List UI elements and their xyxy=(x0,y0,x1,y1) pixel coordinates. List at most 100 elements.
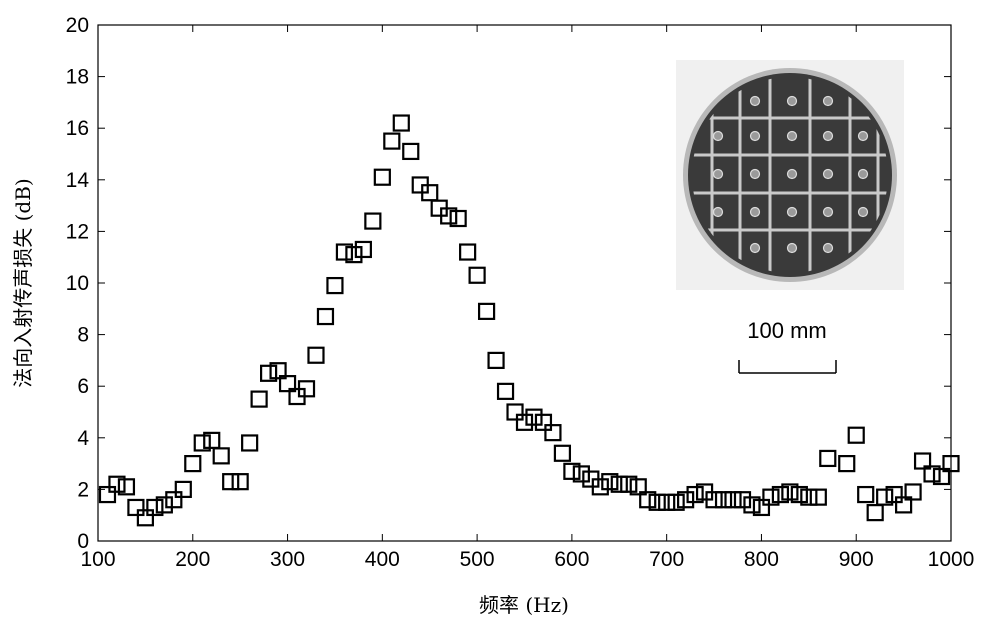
data-point xyxy=(364,212,382,230)
data-point xyxy=(98,485,117,504)
y-tick-label: 4 xyxy=(77,427,89,450)
data-point xyxy=(326,276,344,295)
data-point xyxy=(373,168,391,186)
x-tick-label: 600 xyxy=(554,548,589,571)
data-point xyxy=(819,449,837,468)
x-axis-ticks: 100 200 300 400 500 600 700 800 900 1000 xyxy=(80,25,974,571)
inset-hole xyxy=(786,95,798,107)
data-point xyxy=(913,452,932,470)
data-point xyxy=(127,498,145,517)
data-point xyxy=(904,483,922,501)
y-tick-label: 12 xyxy=(66,220,89,243)
x-tick-label: 900 xyxy=(839,548,874,571)
inset-hole xyxy=(822,168,834,180)
data-point xyxy=(714,491,733,509)
data-point xyxy=(278,375,297,393)
inset-hole xyxy=(822,95,834,107)
inset-hole xyxy=(749,242,761,254)
data-point xyxy=(449,209,467,228)
y-tick-label: 8 xyxy=(77,324,89,347)
inset-hole xyxy=(857,206,869,218)
y-tick-label: 6 xyxy=(77,375,89,398)
data-point xyxy=(677,491,695,509)
y-tick-label: 18 xyxy=(66,66,89,89)
data-point xyxy=(108,475,126,493)
data-point xyxy=(705,491,723,509)
data-point xyxy=(544,424,562,442)
data-point xyxy=(733,491,752,509)
data-point xyxy=(487,351,505,369)
inset-hole xyxy=(857,168,869,180)
data-point xyxy=(629,478,647,496)
data-point xyxy=(942,455,960,473)
inset-hole xyxy=(786,130,798,142)
data-point xyxy=(847,426,865,444)
data-point xyxy=(620,475,638,493)
x-tick-label: 700 xyxy=(649,548,684,571)
data-point xyxy=(506,403,524,421)
data-point xyxy=(165,491,183,509)
data-point xyxy=(515,413,534,431)
data-point xyxy=(269,362,287,380)
data-point xyxy=(885,485,903,504)
scale-bar xyxy=(738,360,837,374)
inset-photo xyxy=(676,60,904,290)
x-tick-label: 1000 xyxy=(928,548,975,571)
data-point xyxy=(459,243,477,261)
data-point xyxy=(496,382,515,400)
x-tick-label: 200 xyxy=(175,548,210,571)
data-point xyxy=(610,475,628,493)
y-tick-label: 16 xyxy=(66,117,89,140)
y-tick-label: 14 xyxy=(66,169,90,192)
y-tick-label: 20 xyxy=(66,14,89,37)
inset-hole xyxy=(712,168,724,180)
inset-grid xyxy=(692,77,888,273)
data-point xyxy=(402,142,420,161)
inset-hole xyxy=(749,130,761,142)
data-point xyxy=(667,493,685,511)
inset-hole xyxy=(822,206,834,218)
y-axis-ticks: 0 2 4 6 8 10 12 14 16 18 20 xyxy=(66,14,951,553)
data-point xyxy=(241,434,259,452)
data-point xyxy=(838,455,856,473)
data-point xyxy=(231,473,249,491)
data-point xyxy=(212,447,230,465)
x-tick-label: 800 xyxy=(744,548,779,571)
data-point xyxy=(468,266,486,284)
scale-bar-label: 100 mm xyxy=(747,318,826,343)
data-point xyxy=(686,485,704,504)
inset-hole xyxy=(822,130,834,142)
data-point xyxy=(743,496,761,514)
data-point xyxy=(724,491,742,509)
data-point xyxy=(771,485,790,504)
data-point xyxy=(250,390,268,408)
data-point xyxy=(534,413,553,431)
data-point xyxy=(155,496,173,514)
data-point xyxy=(260,364,278,382)
inset-hole xyxy=(749,206,761,218)
data-point xyxy=(553,444,572,462)
data-point xyxy=(477,302,496,320)
data-point xyxy=(203,431,221,449)
y-axis-label: 法向入射传声损失 (dB) xyxy=(11,178,35,387)
data-point xyxy=(421,184,439,202)
data-point xyxy=(146,498,164,517)
inset-hole xyxy=(786,168,798,180)
data-point xyxy=(857,485,875,504)
data-point xyxy=(572,465,590,483)
x-tick-label: 400 xyxy=(365,548,400,571)
data-point xyxy=(383,132,401,150)
data-point xyxy=(563,462,581,480)
inset-hole xyxy=(749,95,761,107)
inset-hole xyxy=(712,206,724,218)
data-point xyxy=(591,478,609,496)
data-point xyxy=(392,114,410,132)
data-point xyxy=(923,465,941,483)
y-tick-label: 10 xyxy=(66,272,89,295)
data-point xyxy=(354,240,372,259)
data-point xyxy=(866,504,884,522)
data-point xyxy=(184,455,202,473)
inset-hole xyxy=(822,242,834,254)
data-point xyxy=(762,488,780,506)
